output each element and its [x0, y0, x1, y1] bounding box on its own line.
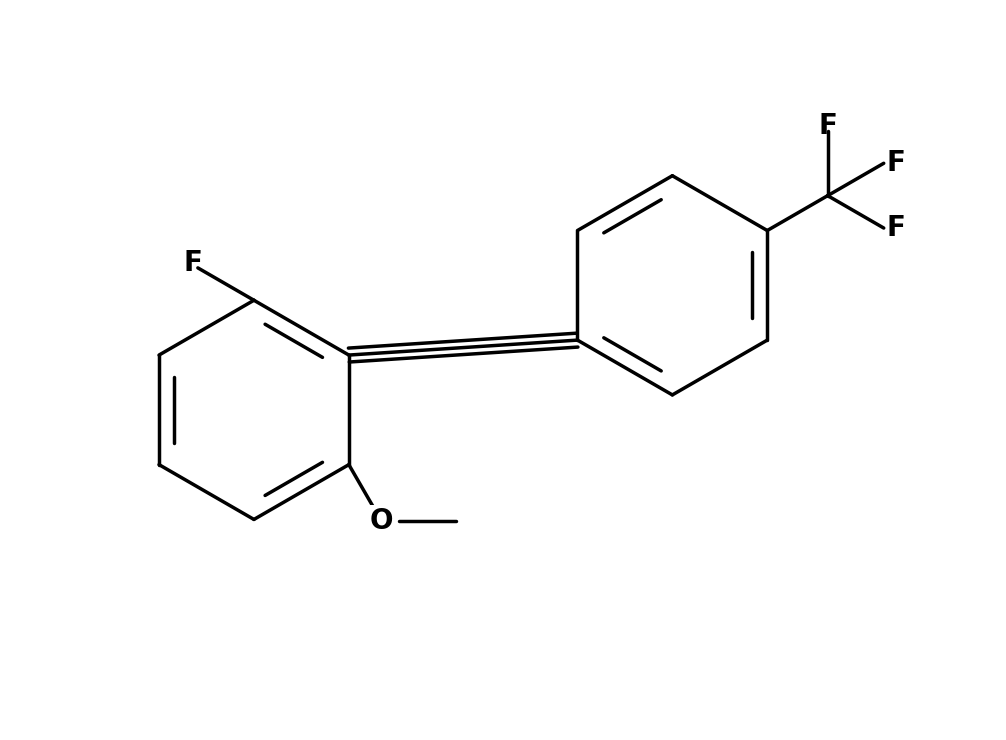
- Text: F: F: [886, 149, 905, 178]
- Text: F: F: [818, 112, 837, 140]
- Text: F: F: [183, 249, 202, 277]
- Text: F: F: [886, 214, 905, 242]
- Text: O: O: [369, 507, 393, 535]
